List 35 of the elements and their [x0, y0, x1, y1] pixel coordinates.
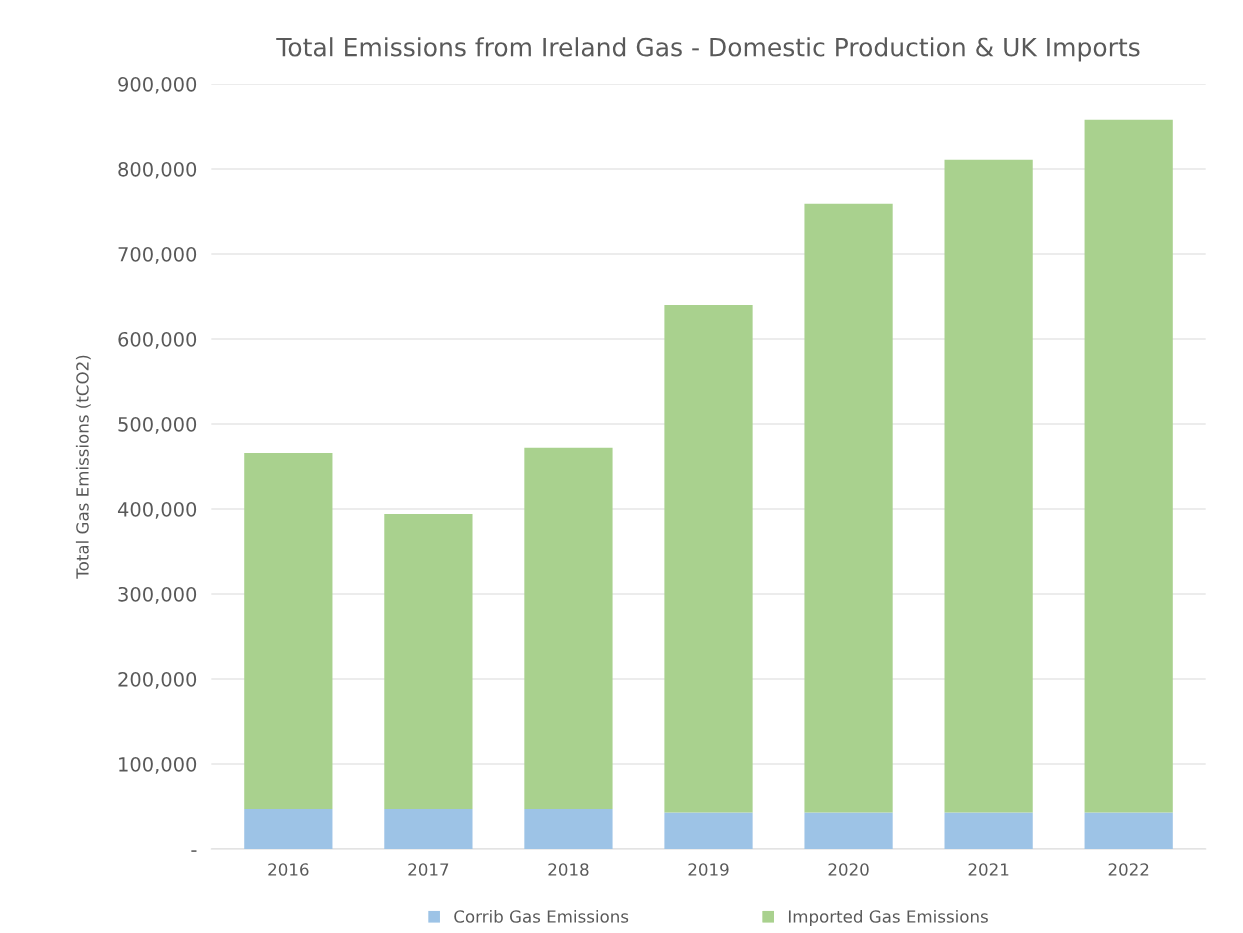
x-tick-label: 2020 — [828, 863, 869, 876]
y-tick-label: 700,000 — [118, 246, 197, 264]
bar — [1084, 812, 1173, 850]
bar — [944, 159, 1033, 813]
y-tick-label: - — [191, 850, 197, 852]
bar — [1084, 119, 1173, 813]
x-tick-label: 2017 — [408, 863, 449, 876]
bar — [804, 812, 893, 850]
bar — [524, 447, 613, 810]
bar — [244, 452, 333, 810]
x-tick-label: 2022 — [1108, 863, 1149, 876]
bar — [804, 203, 893, 813]
y-tick-label: 800,000 — [118, 161, 197, 179]
y-tick-label: 500,000 — [118, 416, 197, 434]
bar — [944, 812, 1033, 850]
chart-title: Total Emissions from Ireland Gas - Domestic Production & UK Imports — [276, 37, 1140, 62]
bar — [664, 812, 753, 850]
y-tick-label: 300,000 — [118, 586, 197, 604]
x-tick-label: 2016 — [268, 863, 309, 876]
legend-label: Imported Gas Emissions — [788, 909, 988, 927]
legend-label: Corrib Gas Emissions — [454, 909, 629, 923]
y-tick-label: 600,000 — [118, 331, 197, 349]
x-tick-label: 2018 — [548, 863, 589, 876]
bar — [664, 304, 753, 813]
y-tick-label: 100,000 — [119, 756, 197, 774]
y-tick-label: 400,000 — [117, 501, 197, 519]
bar — [384, 514, 473, 810]
bar — [384, 809, 473, 850]
y-tick-label: 200,000 — [118, 671, 197, 689]
y-tick-label: 900,000 — [118, 76, 197, 94]
bar — [244, 809, 333, 850]
x-tick-label: 2021 — [968, 863, 1009, 876]
bar — [524, 809, 613, 850]
y-axis-title: Total Gas Emissions (tCO2) — [75, 355, 91, 579]
x-tick-label: 2019 — [688, 863, 729, 876]
